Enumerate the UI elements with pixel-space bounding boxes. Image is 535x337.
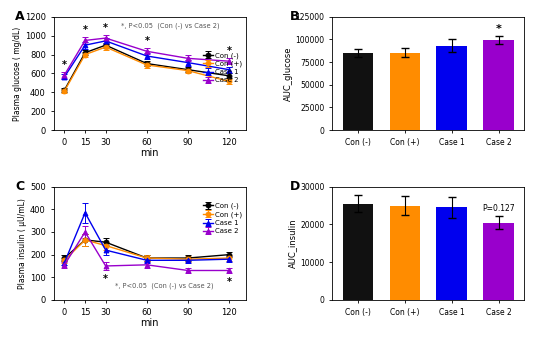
Bar — [343, 204, 373, 300]
Legend: Con (-), Con (+), Case 1, Case 2: Con (-), Con (+), Case 1, Case 2 — [203, 52, 242, 84]
Bar — [437, 208, 467, 300]
Bar — [483, 40, 514, 130]
Y-axis label: AUC_glucose: AUC_glucose — [284, 46, 293, 101]
Bar — [437, 46, 467, 130]
Bar — [483, 222, 514, 300]
Text: *, P<0.05  (Con (-) vs Case 2): *, P<0.05 (Con (-) vs Case 2) — [115, 282, 213, 288]
Text: D: D — [290, 180, 300, 193]
Text: *: * — [62, 60, 67, 70]
Text: C: C — [15, 180, 24, 193]
Legend: Con (-), Con (+), Case 1, Case 2: Con (-), Con (+), Case 1, Case 2 — [203, 203, 242, 234]
X-axis label: min: min — [140, 148, 159, 158]
Text: *: * — [227, 46, 232, 56]
Text: B: B — [290, 10, 300, 23]
Bar — [343, 53, 373, 130]
Text: *: * — [103, 23, 108, 33]
Y-axis label: Plasma glucose ( mg/dL): Plasma glucose ( mg/dL) — [13, 26, 22, 121]
Text: P=0.127: P=0.127 — [482, 205, 515, 214]
X-axis label: min: min — [140, 318, 159, 328]
Text: *: * — [144, 36, 149, 46]
Text: *, P<0.05  (Con (-) vs Case 2): *, P<0.05 (Con (-) vs Case 2) — [121, 23, 219, 29]
Text: *: * — [227, 277, 232, 287]
Bar — [389, 53, 420, 130]
Text: *: * — [103, 274, 108, 284]
Y-axis label: Plasma insulin ( μU/mL): Plasma insulin ( μU/mL) — [18, 198, 27, 289]
Y-axis label: AUC_insulin: AUC_insulin — [288, 218, 297, 268]
Text: *: * — [495, 24, 501, 34]
Bar — [389, 206, 420, 300]
Text: A: A — [15, 10, 25, 23]
Text: *: * — [82, 25, 88, 35]
